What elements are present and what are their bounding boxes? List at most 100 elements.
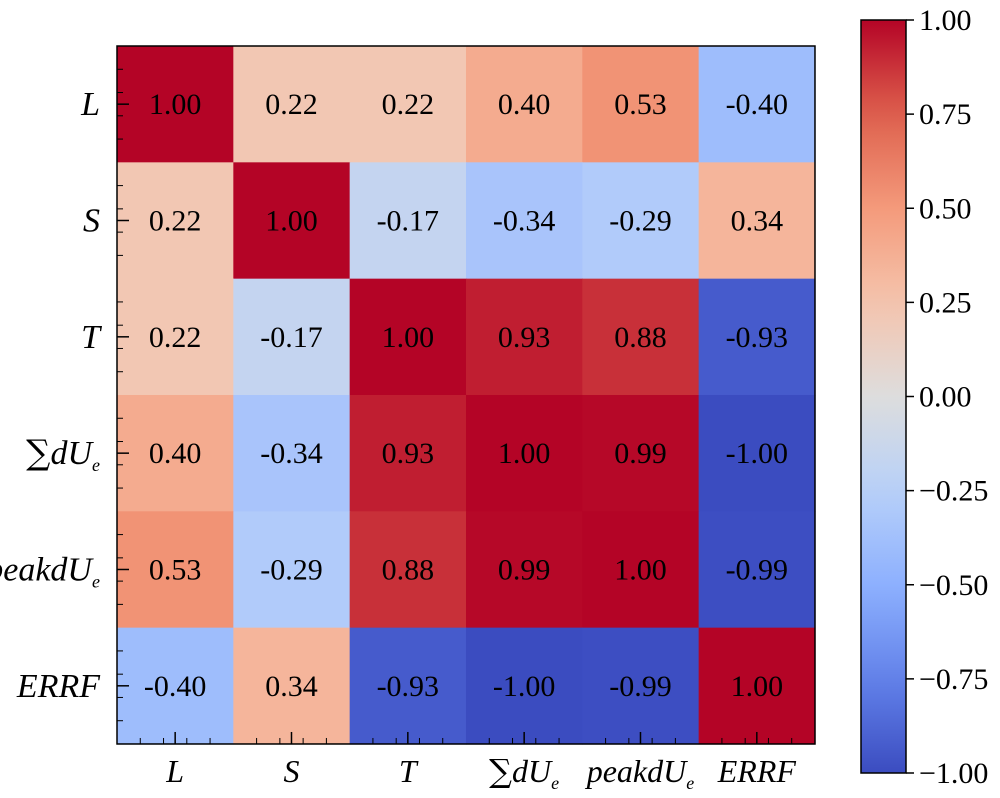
heatmap-cell-r2-c1 <box>233 278 351 396</box>
heatmap-cell-value-r4-c0: 0.53 <box>149 553 202 586</box>
heatmap-cell-value-r3-c3: 1.00 <box>498 437 551 470</box>
heatmap-cell-value-r1-c0: 0.22 <box>149 204 202 237</box>
colorbar-tick-label: −0.75 <box>919 663 988 696</box>
heatmap-cell-value-r5-c1: 0.34 <box>265 670 318 703</box>
heatmap-cell-value-r5-c3: -1.00 <box>493 670 556 703</box>
x-axis-label-peak-due: peakdUe <box>585 753 695 793</box>
heatmap-cell-r0-c1 <box>233 46 351 163</box>
colorbar: 1.00 0.75 0.50 0.25 0.00 −0.25 −0.50 −0.75 −1.00 <box>860 4 988 790</box>
y-axis-label-t: T <box>81 319 102 356</box>
heatmap-cell-value-r5-c5: 1.00 <box>731 670 784 703</box>
heatmap-cell-r5-c1 <box>233 627 351 745</box>
heatmap-cell-r2-c3 <box>465 278 583 396</box>
heatmap-cell-value-r3-c5: -1.00 <box>726 437 789 470</box>
heatmap-cell-r4-c3 <box>465 511 583 629</box>
heatmap-cell-value-r1-c2: -0.17 <box>377 204 440 237</box>
heatmap-cell-value-r0-c2: 0.22 <box>382 88 435 121</box>
heatmap-cell-r2-c4 <box>582 278 700 396</box>
colorbar-tick-label: 0.00 <box>919 381 972 414</box>
heatmap-cell-value-r0-c1: 0.22 <box>265 88 318 121</box>
heatmap-cell-r1-c3 <box>465 162 583 280</box>
heatmap-cell-value-r1-c1: 1.00 <box>265 204 318 237</box>
heatmap-cell-value-r2-c0: 0.22 <box>149 321 202 354</box>
x-axis-label-s: S <box>283 753 299 789</box>
heatmap-cell-value-r1-c4: -0.29 <box>609 204 672 237</box>
colorbar-tick-label: −0.25 <box>919 475 988 508</box>
colorbar-tick-label: −1.00 <box>919 757 988 790</box>
heatmap-cell-r2-c5 <box>698 278 816 396</box>
heatmap-cell-value-r3-c2: 0.93 <box>382 437 435 470</box>
heatmap-cell-r4-c0 <box>117 511 234 629</box>
heatmap-cell-r2-c0 <box>117 278 234 396</box>
heatmap-frame <box>116 45 816 745</box>
heatmap-cell-r5-c5 <box>698 627 816 745</box>
colorbar-tick-label: 0.25 <box>919 286 972 319</box>
heatmap-cell-r5-c4 <box>582 627 700 745</box>
y-axis-label-peak-due: peakdUe <box>0 551 100 591</box>
heatmap-cell-value-r4-c4: 1.00 <box>614 553 667 586</box>
heatmap-cell-r0-c3 <box>465 46 583 163</box>
heatmap-cell-value-r5-c0: -0.40 <box>144 670 207 703</box>
heatmap-cell-value-r4-c2: 0.88 <box>382 553 435 586</box>
heatmap-cell-r4-c2 <box>349 511 467 629</box>
heatmap-axis-ticks <box>117 68 793 744</box>
heatmap-cell-value-r2-c4: 0.88 <box>614 321 667 354</box>
heatmap-cell-r0-c0 <box>117 46 234 163</box>
heatmap-cell-r2-c2 <box>349 278 467 396</box>
heatmap-cell-r1-c0 <box>117 162 234 280</box>
heatmap-cell-value-r3-c4: 0.99 <box>614 437 667 470</box>
heatmap-cell-value-r3-c1: -0.34 <box>260 437 323 470</box>
heatmap-cell-value-r3-c0: 0.40 <box>149 437 202 470</box>
heatmap-cell-r1-c1 <box>233 162 351 280</box>
heatmap-cell-r3-c3 <box>465 394 583 512</box>
x-axis-labels: L S T ∑dUe peakdUe ERRF <box>165 752 796 793</box>
heatmap-cell-r3-c4 <box>582 394 700 512</box>
heatmap-cell-r1-c4 <box>582 162 700 280</box>
heatmap-cell-value-r0-c0: 1.00 <box>149 88 202 121</box>
heatmap-cell-r4-c4 <box>582 511 700 629</box>
heatmap-cell-value-r1-c5: 0.34 <box>731 204 784 237</box>
heatmap-cell-r1-c5 <box>698 162 816 280</box>
heatmap-cell-value-r1-c3: -0.34 <box>493 204 556 237</box>
x-axis-label-l: L <box>165 753 184 789</box>
heatmap-cell-r5-c3 <box>465 627 583 745</box>
heatmap-cells <box>117 46 816 745</box>
heatmap-cell-r3-c1 <box>233 394 351 512</box>
heatmap-cell-value-r0-c3: 0.40 <box>498 88 551 121</box>
heatmap-cell-r0-c4 <box>582 46 700 163</box>
heatmap-cell-value-r0-c5: -0.40 <box>726 88 789 121</box>
heatmap-cell-labels: 1.00 0.22 0.22 0.40 0.53 -0.40 0.22 1.00 -0.17 -0… <box>144 88 788 703</box>
heatmap-cell-value-r5-c2: -0.93 <box>377 670 440 703</box>
heatmap-cell-value-r4-c1: -0.29 <box>260 553 323 586</box>
heatmap-cell-value-r4-c3: 0.99 <box>498 553 551 586</box>
heatmap-cell-r3-c2 <box>349 394 467 512</box>
heatmap-cell-value-r2-c3: 0.93 <box>498 321 551 354</box>
heatmap-cell-r5-c2 <box>349 627 467 745</box>
heatmap-cell-r0-c5 <box>698 46 816 163</box>
heatmap-cell-r3-c0 <box>117 394 234 512</box>
heatmap-cell-value-r0-c4: 0.53 <box>614 88 667 121</box>
y-axis-labels: L S T ∑dUe peakdUe ERRF <box>0 86 102 705</box>
y-axis-label-errf: ERRF <box>16 668 101 705</box>
colorbar-tick-label: 0.50 <box>919 192 972 225</box>
colorbar-tick-label: 1.00 <box>919 4 972 37</box>
colorbar-gradient <box>861 20 906 773</box>
heatmap-cell-r1-c2 <box>349 162 467 280</box>
heatmap-cell-r4-c1 <box>233 511 351 629</box>
heatmap-cell-value-r2-c1: -0.17 <box>260 321 323 354</box>
heatmap-cell-value-r2-c2: 1.00 <box>382 321 435 354</box>
heatmap-cell-r3-c5 <box>698 394 816 512</box>
y-axis-label-sum-due: ∑dUe <box>26 433 100 475</box>
heatmap-cell-r0-c2 <box>349 46 467 163</box>
y-axis-label-s: S <box>83 202 100 239</box>
colorbar-tick-label: 0.75 <box>919 98 972 131</box>
heatmap-cell-value-r5-c4: -0.99 <box>609 670 672 703</box>
y-axis-label-l: L <box>80 86 100 123</box>
x-axis-label-t: T <box>399 753 419 789</box>
heatmap-cell-r5-c0 <box>117 627 234 745</box>
heatmap-cell-value-r4-c5: -0.99 <box>726 553 789 586</box>
x-axis-label-sum-due: ∑dUe <box>489 752 559 793</box>
x-axis-label-errf: ERRF <box>717 753 797 789</box>
heatmap-cell-r4-c5 <box>698 511 816 629</box>
